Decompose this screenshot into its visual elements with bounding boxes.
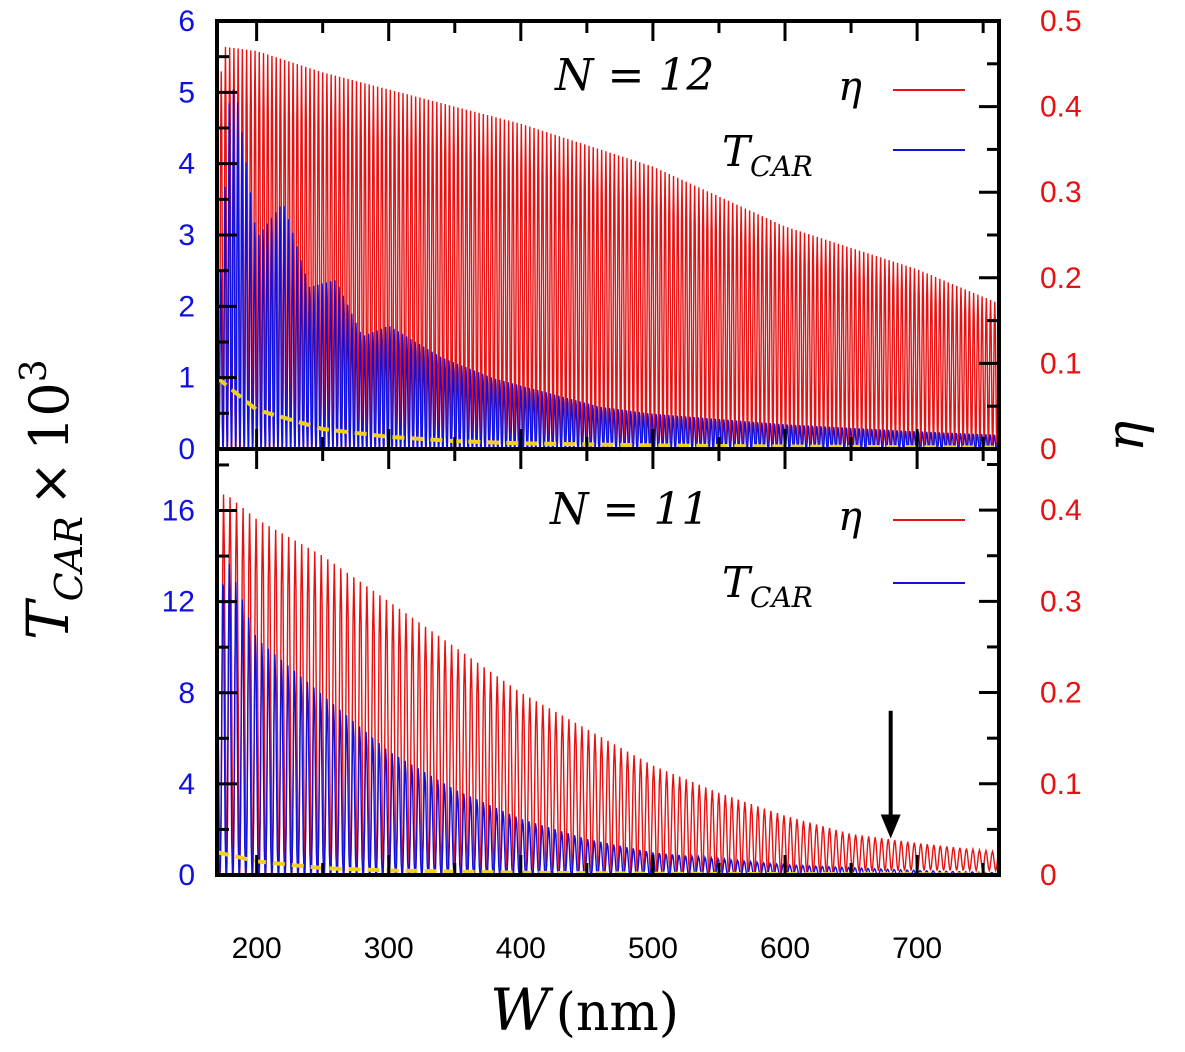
tcar-series-line (216, 563, 1000, 878)
left-tick-label: 4 (178, 768, 195, 801)
left-tick-label: 6 (178, 5, 195, 38)
svg-text:η: η (1096, 421, 1156, 452)
top-legend-eta-label: η (838, 64, 862, 110)
left-tick-label: 16 (162, 495, 195, 528)
right-y-axis-label: η (1096, 421, 1156, 452)
fit-curve-dashed (215, 376, 1000, 450)
left-tick-label: 4 (178, 148, 195, 181)
left-y-axis-label: TCAR×103 (14, 359, 91, 640)
x-tick-label: 200 (232, 932, 282, 965)
x-tick-label: 500 (628, 932, 678, 965)
right-tick-label: 0.4 (1040, 494, 1082, 527)
bottom-legend-eta-label: η (838, 494, 862, 540)
eta-series-line (216, 494, 1000, 876)
right-tick-label: 0.2 (1040, 677, 1082, 710)
right-tick-label: 0.5 (1040, 5, 1082, 38)
top-annotation: N = 12 (554, 50, 714, 101)
left-tick-label: 12 (162, 586, 195, 619)
top-legend-tcar-label: TCAR (722, 127, 813, 183)
left-tick-label: 8 (178, 677, 195, 710)
right-tick-label: 0.3 (1040, 585, 1082, 618)
left-tick-label: 5 (178, 76, 195, 109)
left-tick-label: 1 (178, 362, 195, 395)
right-tick-label: 0.2 (1040, 262, 1082, 295)
axes: 012345600.10.20.30.40.5048121600.10.20.3… (162, 5, 1082, 965)
bottom-annotation: N = 11 (549, 484, 709, 535)
svg-text:TCAR×103: TCAR×103 (14, 359, 91, 640)
x-tick-label: 400 (496, 932, 546, 965)
bottom-legend-tcar-label: TCAR (722, 558, 813, 614)
right-tick-label: 0 (1040, 433, 1057, 466)
left-tick-label: 3 (178, 219, 195, 252)
right-tick-label: 0.1 (1040, 347, 1082, 380)
x-tick-label: 600 (760, 932, 810, 965)
right-tick-label: 0 (1040, 859, 1057, 892)
x-tick-label: 300 (364, 932, 414, 965)
right-tick-label: 0.1 (1040, 768, 1082, 801)
down-arrow-annotation (880, 710, 901, 839)
left-tick-label: 2 (178, 290, 195, 323)
left-tick-label: 0 (178, 859, 195, 892)
top-panel-series (215, 46, 1000, 452)
right-tick-label: 0.3 (1040, 176, 1082, 209)
right-tick-label: 0.4 (1040, 91, 1082, 124)
arrow-head (880, 814, 901, 839)
x-tick-label: 700 (892, 932, 942, 965)
bottom-panel-series (216, 494, 1000, 878)
x-axis-label: W (nm) (490, 976, 679, 1044)
left-tick-label: 0 (178, 433, 195, 466)
